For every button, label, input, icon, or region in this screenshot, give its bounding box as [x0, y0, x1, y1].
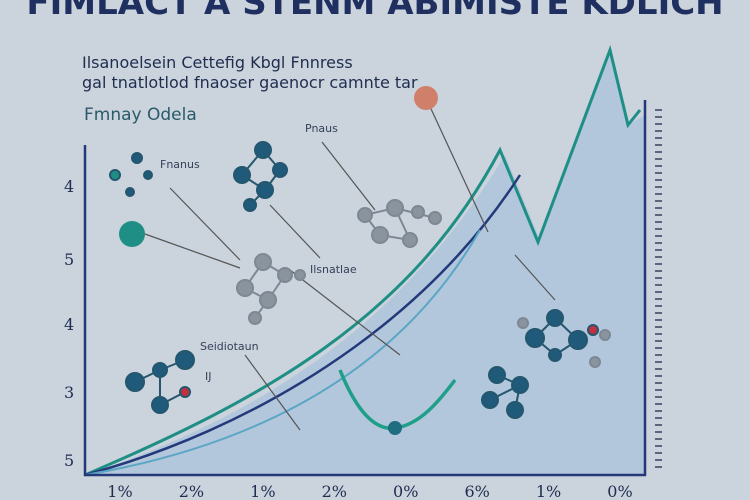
bottom-axis-label: 1%: [250, 482, 275, 500]
bottom-axis-label: 1%: [107, 482, 132, 500]
navy-line: [84, 174, 522, 477]
annotation: IJ: [205, 370, 212, 383]
bottom-axis-label: 6%: [464, 482, 489, 500]
bottom-axis-label: 0%: [607, 482, 632, 500]
left-axis-label: 4: [64, 315, 74, 334]
right-ticks: [655, 109, 662, 468]
pointer: [321, 141, 376, 211]
left-axis-label: 5: [64, 250, 74, 269]
pointer: [269, 204, 321, 259]
section-label: Fmnay Odela: [84, 105, 197, 125]
pointer: [244, 354, 301, 431]
annotation: Seidiotaun: [200, 340, 259, 353]
annotation: Ilsnatlae: [310, 263, 357, 276]
annotation: Fnanus: [160, 158, 200, 171]
green-line: [84, 44, 642, 477]
node: [414, 86, 438, 110]
area: [85, 50, 645, 475]
title: FIMLACT A STENM ABIMISTE KDLICH: [26, 0, 723, 23]
left-axis-label: 3: [64, 383, 74, 402]
bottom-axis-label: 2%: [179, 482, 204, 500]
molecule: [233, 141, 288, 212]
molecule: [109, 152, 599, 419]
pointer: [169, 187, 241, 261]
bottom-axis-label: 0%: [393, 482, 418, 500]
left-axis-label: 4: [64, 177, 74, 196]
subtitle: gal tnatlotlod fnaoser gaenocr camnte ta…: [82, 73, 418, 92]
bottom-axis-label: 2%: [322, 482, 347, 500]
pointer: [425, 97, 489, 233]
bottom-axis-label: 1%: [536, 482, 561, 500]
subtitle: Ilsanoelsein Cettefig Kbgl Fnnress: [82, 53, 353, 72]
pointer: [514, 254, 556, 301]
left-axis-label: 5: [64, 451, 74, 470]
annotation: Pnaus: [305, 122, 338, 135]
pointer: [144, 233, 241, 269]
pointer: [289, 269, 401, 356]
dot: [388, 421, 402, 435]
node: [119, 221, 145, 247]
light-line: [84, 229, 481, 476]
molecule: [236, 199, 611, 368]
